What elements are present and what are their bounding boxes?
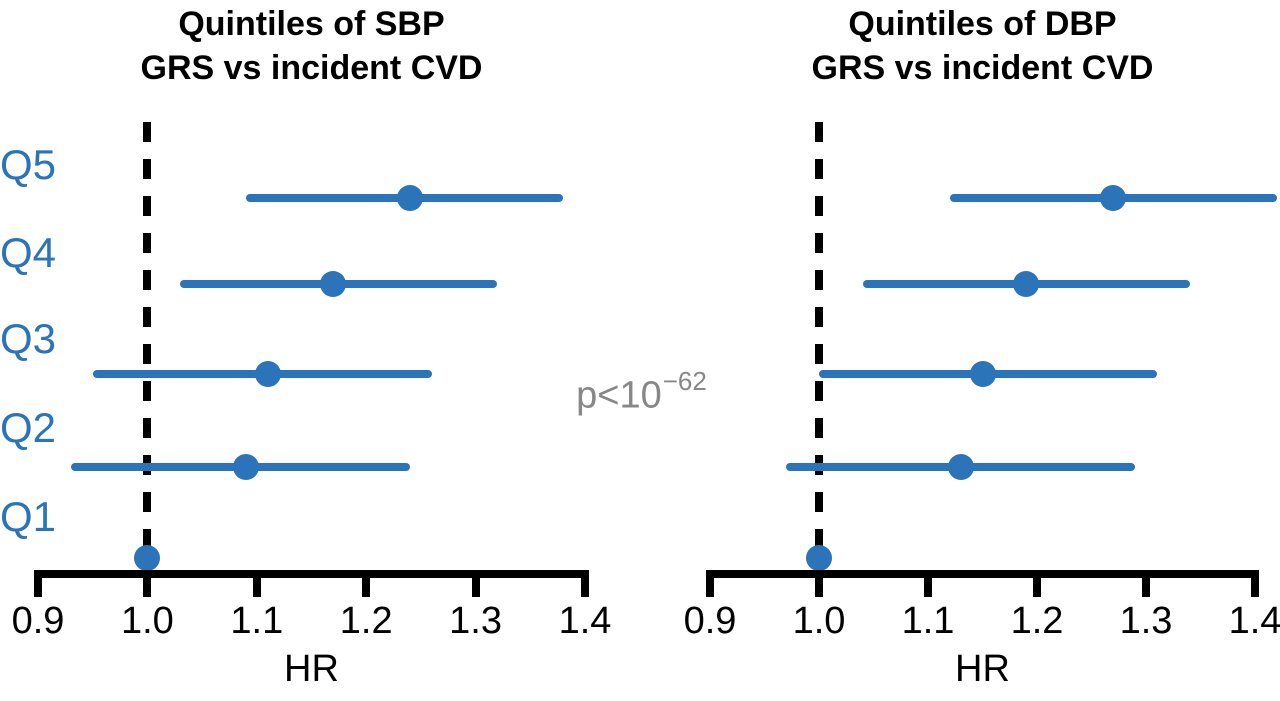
hazard-ratio-point-q2: [232, 454, 259, 480]
x-axis-tick-label: 1.4: [558, 600, 612, 642]
x-axis-tick: [362, 570, 371, 597]
x-axis-line: [706, 570, 1259, 578]
x-axis-tick: [706, 570, 714, 597]
hazard-ratio-point-q1: [806, 545, 832, 571]
hazard-ratio-point-q3: [969, 361, 996, 387]
quintile-label-q2: Q2: [0, 404, 57, 451]
panel-title-line1: Quintiles of DBP: [848, 5, 1117, 43]
x-axis-tick: [815, 570, 823, 597]
x-axis-tick-label: 1.1: [901, 600, 955, 642]
x-axis-tick-label: 0.9: [11, 600, 65, 642]
x-axis-tick-label: 1.0: [792, 600, 846, 642]
hazard-ratio-point-q5: [1100, 185, 1127, 211]
panel-title-line2: GRS vs incident CVD: [140, 49, 483, 87]
x-axis-tick-label: 1.2: [339, 600, 393, 642]
panel-title-line1: Quintiles of SBP: [178, 5, 445, 43]
panel-title: Quintiles of DBP GRS vs incident CVD: [673, 2, 1280, 90]
x-axis-tick: [471, 570, 480, 597]
hazard-ratio-point-q3: [254, 361, 281, 387]
hazard-ratio-point-q4: [1013, 271, 1040, 297]
reference-line: [143, 122, 152, 574]
x-axis-tick-label: 1.3: [1119, 600, 1173, 642]
p-value-exponent: −62: [662, 366, 707, 396]
quintile-label-q3: Q3: [0, 315, 57, 362]
hazard-ratio-point-q2: [947, 454, 974, 480]
p-value-text: p<10: [576, 374, 662, 417]
hazard-ratio-point-q5: [396, 185, 423, 211]
panel-title-line2: GRS vs incident CVD: [811, 49, 1154, 87]
x-axis-tick: [252, 570, 261, 597]
x-axis-tick: [1251, 570, 1259, 597]
x-axis-tick-label: 0.9: [683, 600, 737, 642]
x-axis-title: HR: [284, 648, 339, 690]
x-axis-tick-label: 1.4: [1228, 600, 1280, 642]
x-axis-tick: [34, 570, 42, 597]
x-axis-tick: [1033, 570, 1041, 597]
x-axis-tick: [924, 570, 932, 597]
hazard-ratio-point-q4: [320, 271, 347, 297]
x-axis-tick-label: 1.2: [1010, 600, 1064, 642]
panel-title: Quintiles of SBP GRS vs incident CVD: [2, 2, 622, 90]
x-axis-line: [34, 570, 589, 578]
reference-line: [815, 122, 823, 574]
x-axis-tick-label: 1.1: [230, 600, 284, 642]
x-axis-tick: [1142, 570, 1150, 597]
quintile-label-q1: Q1: [0, 493, 57, 540]
hazard-ratio-point-q1: [134, 545, 161, 571]
x-axis-tick: [581, 570, 589, 597]
x-axis-tick-label: 1.3: [449, 600, 502, 642]
x-axis-title: HR: [955, 648, 1010, 690]
quintile-label-q4: Q4: [0, 229, 57, 276]
p-value-annotation: p<10−62: [556, 368, 726, 417]
x-axis-tick: [143, 570, 152, 597]
x-axis-tick-label: 1.0: [120, 600, 174, 642]
quintile-label-q5: Q5: [0, 141, 57, 188]
